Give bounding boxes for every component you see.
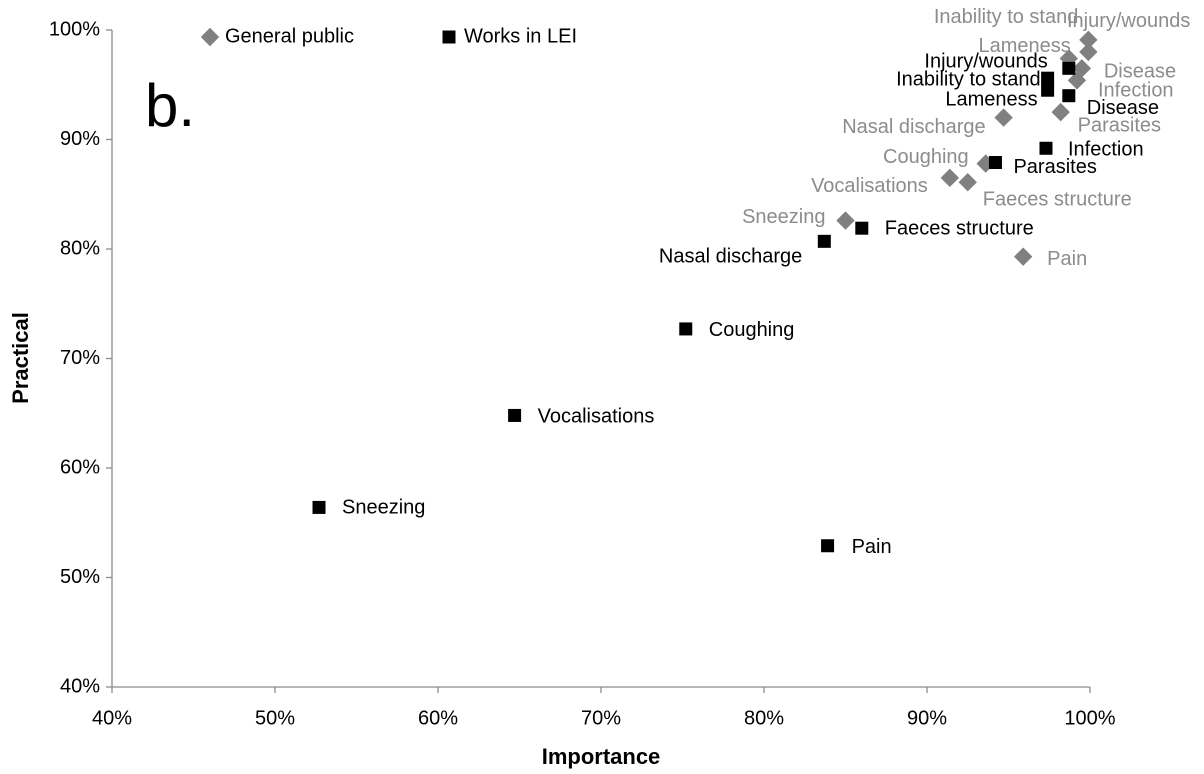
diamond-marker bbox=[994, 108, 1013, 127]
x-axis-label: Importance bbox=[542, 744, 661, 769]
x-tick-label: 100% bbox=[1064, 707, 1115, 729]
point-label: Infection bbox=[1098, 80, 1174, 102]
diamond-marker bbox=[940, 168, 960, 188]
point-label: Parasites bbox=[1013, 156, 1096, 178]
diamond-marker bbox=[958, 173, 977, 192]
x-tick-label: 40% bbox=[92, 707, 132, 729]
y-tick-label: 70% bbox=[60, 347, 100, 369]
point-label: Injury/wounds bbox=[1067, 10, 1190, 32]
square-marker bbox=[312, 500, 326, 514]
square-marker bbox=[1062, 61, 1076, 75]
square-marker bbox=[988, 155, 1002, 169]
panel-annotation: b. bbox=[145, 72, 195, 139]
point-label: Coughing bbox=[709, 319, 795, 341]
point-label: Inability to stand bbox=[896, 68, 1041, 90]
point-label: Sneezing bbox=[742, 206, 825, 228]
point-label: Faeces structure bbox=[885, 217, 1034, 239]
x-tick-label: 50% bbox=[255, 707, 295, 729]
square-marker bbox=[817, 234, 831, 248]
diamond-marker bbox=[1051, 102, 1070, 122]
point-label: Nasal discharge bbox=[659, 246, 802, 268]
point-label: Pain bbox=[852, 536, 892, 558]
point-label: Vocalisations bbox=[538, 406, 655, 428]
legend-marker bbox=[200, 27, 220, 47]
point-label: Injury/wounds bbox=[924, 51, 1047, 73]
point-label: Coughing bbox=[883, 146, 969, 168]
x-tick-label: 70% bbox=[581, 707, 621, 729]
y-tick-label: 90% bbox=[60, 128, 100, 150]
square-marker bbox=[1062, 89, 1076, 103]
y-tick-label: 50% bbox=[60, 566, 100, 588]
diamond-marker bbox=[1067, 71, 1087, 90]
x-tick-label: 80% bbox=[744, 707, 784, 729]
point-label: Vocalisations bbox=[811, 175, 928, 197]
square-marker bbox=[1041, 71, 1055, 85]
diamond-marker bbox=[1013, 247, 1033, 266]
square-marker bbox=[855, 221, 869, 235]
x-tick-label: 90% bbox=[907, 707, 947, 729]
point-label: Pain bbox=[1047, 248, 1087, 270]
point-label: Inability to stand bbox=[934, 6, 1079, 28]
point-label: Lameness bbox=[945, 89, 1037, 111]
point-label: Infection bbox=[1068, 139, 1144, 161]
point-label: Disease bbox=[1087, 97, 1159, 119]
point-label: Sneezing bbox=[342, 497, 425, 519]
square-marker bbox=[1041, 83, 1055, 97]
point-label: Faeces structure bbox=[983, 188, 1132, 210]
point-label: Parasites bbox=[1078, 114, 1161, 136]
point-label: Nasal discharge bbox=[842, 116, 985, 138]
y-tick-label: 40% bbox=[60, 675, 100, 697]
square-marker bbox=[821, 539, 835, 553]
diamond-marker bbox=[1079, 30, 1098, 50]
y-axis-label: Practical bbox=[8, 312, 33, 404]
point-label: Disease bbox=[1104, 61, 1176, 83]
y-tick-label: 60% bbox=[60, 456, 100, 478]
point-label: Lameness bbox=[979, 35, 1071, 57]
y-tick-label: 100% bbox=[49, 18, 100, 40]
square-marker bbox=[508, 408, 522, 422]
y-tick-label: 80% bbox=[60, 237, 100, 259]
legend-marker bbox=[442, 30, 456, 44]
diamond-marker bbox=[836, 211, 855, 230]
diamond-marker bbox=[1079, 42, 1098, 62]
square-marker bbox=[679, 322, 693, 336]
square-marker bbox=[1039, 141, 1053, 155]
legend-label: Works in LEI bbox=[464, 25, 577, 47]
legend-label: General public bbox=[225, 25, 354, 47]
x-tick-label: 60% bbox=[418, 707, 458, 729]
